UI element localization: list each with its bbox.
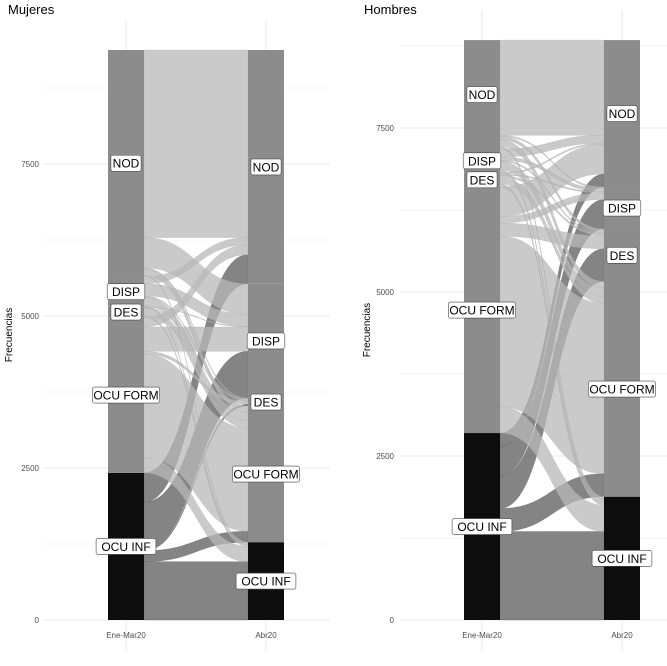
stratum-label-text: OCU FORM bbox=[93, 389, 158, 403]
stratum-label: NOD bbox=[110, 154, 142, 172]
stratum-label-box bbox=[466, 86, 498, 103]
panel-title: Hombres bbox=[364, 2, 417, 17]
stratum-label-box bbox=[232, 465, 300, 483]
y-tick-label: 5000 bbox=[21, 312, 39, 321]
x-tick-label: Abr20 bbox=[611, 631, 633, 640]
stratum-label: DISP bbox=[106, 283, 146, 300]
stratum-label-text: OCU INF bbox=[101, 540, 150, 554]
flow-ribbon bbox=[499, 531, 605, 621]
stratum-label-box bbox=[106, 283, 146, 300]
stratum-label-text: OCU FORM bbox=[449, 304, 514, 318]
x-tick-label: Abr20 bbox=[255, 631, 277, 640]
stratum-label-text: NOD bbox=[469, 88, 496, 102]
flow-ribbon bbox=[143, 49, 249, 238]
stratum-label-box bbox=[250, 158, 282, 176]
y-tick-label: 7500 bbox=[21, 160, 39, 169]
stratum-label: DES bbox=[466, 171, 498, 189]
y-tick-label: 2500 bbox=[21, 464, 39, 473]
stratum-label: DES bbox=[250, 393, 282, 411]
stratum-label-text: OCU INF bbox=[241, 575, 290, 589]
flow-ribbon bbox=[499, 39, 605, 136]
stratum-label: OCU FORM bbox=[448, 301, 516, 319]
stratum-label-text: DES bbox=[114, 306, 139, 320]
stratum-label: OCU INF bbox=[451, 518, 513, 535]
stratum-label-box bbox=[246, 332, 286, 350]
stratum-label-text: OCU FORM bbox=[233, 468, 298, 482]
stratum-label-text: OCU FORM bbox=[589, 383, 654, 397]
stratum-label: OCU INF bbox=[591, 550, 653, 567]
stratum-label: DES bbox=[110, 303, 142, 321]
x-tick-label: Ene-Mar20 bbox=[106, 631, 146, 640]
stratum-label-box bbox=[462, 152, 502, 170]
panel-mujeres: 0 2500 5000 7500 Ene-Mar20 Abr20 Mujeres Frecue… bbox=[4, 2, 330, 650]
stratum-label-text: DES bbox=[470, 173, 495, 187]
stratum-label-box bbox=[606, 246, 638, 264]
stratum-label-text: NOD bbox=[609, 107, 636, 121]
panel-title: Mujeres bbox=[8, 2, 55, 17]
stratum-label: OCU INF bbox=[235, 572, 297, 590]
stratum-label-text: NOD bbox=[253, 160, 280, 174]
y-tick-label: 0 bbox=[35, 616, 40, 625]
y-tick-label: 0 bbox=[390, 616, 395, 625]
y-tick-label: 7500 bbox=[376, 124, 394, 133]
y-tick-label: 5000 bbox=[376, 288, 394, 297]
stratum-label: OCU INF bbox=[95, 538, 157, 555]
stratum-label: DES bbox=[606, 246, 638, 264]
stratum-label-box bbox=[602, 199, 642, 217]
stratum-label: OCU FORM bbox=[92, 386, 160, 404]
stratum-label: OCU FORM bbox=[588, 380, 656, 398]
stratum-label: DISP bbox=[246, 332, 286, 350]
stratum-label-text: DISP bbox=[468, 154, 496, 168]
stratum-label-text: DISP bbox=[252, 334, 280, 348]
stratum-label: NOD bbox=[606, 105, 638, 122]
stratum-label-box bbox=[466, 171, 498, 189]
stratum-label-box bbox=[606, 105, 638, 122]
stratum-label: DISP bbox=[462, 152, 502, 170]
stratum-label-box bbox=[110, 303, 142, 321]
stratum-label-text: OCU INF bbox=[597, 552, 646, 566]
y-axis-label: Frecuencias bbox=[362, 303, 373, 357]
x-tick-label: Ene-Mar20 bbox=[462, 631, 502, 640]
stratum-label: OCU FORM bbox=[232, 465, 300, 483]
stratum-label-box bbox=[110, 154, 142, 172]
y-tick-label: 2500 bbox=[376, 452, 394, 461]
stratum-label-box bbox=[448, 301, 516, 319]
stratum-label-text: DISP bbox=[112, 285, 140, 299]
stratum-label-box bbox=[250, 393, 282, 411]
stratum-label-box bbox=[591, 550, 653, 567]
stratum-label-box bbox=[235, 572, 297, 590]
stratum-label-text: DES bbox=[610, 249, 635, 263]
stratum-label: NOD bbox=[250, 158, 282, 176]
stratum-label: NOD bbox=[466, 86, 498, 103]
stratum-label-box bbox=[92, 386, 160, 404]
stratum-label-text: NOD bbox=[113, 157, 140, 171]
stratum-label-box bbox=[451, 518, 513, 535]
stratum-label: DISP bbox=[602, 199, 642, 217]
y-axis-label: Frecuencias bbox=[4, 308, 15, 362]
stratum-label-text: OCU INF bbox=[457, 520, 506, 534]
stratum-label-text: DES bbox=[254, 396, 279, 410]
stratum-label-text: DISP bbox=[608, 202, 636, 216]
flow-ribbon bbox=[143, 561, 249, 621]
stratum-label-box bbox=[95, 538, 157, 555]
stratum-label-box bbox=[588, 380, 656, 398]
panel-hombres: 0 2500 5000 7500 Ene-Mar20 Abr20 Hombres Frecue… bbox=[362, 2, 667, 650]
